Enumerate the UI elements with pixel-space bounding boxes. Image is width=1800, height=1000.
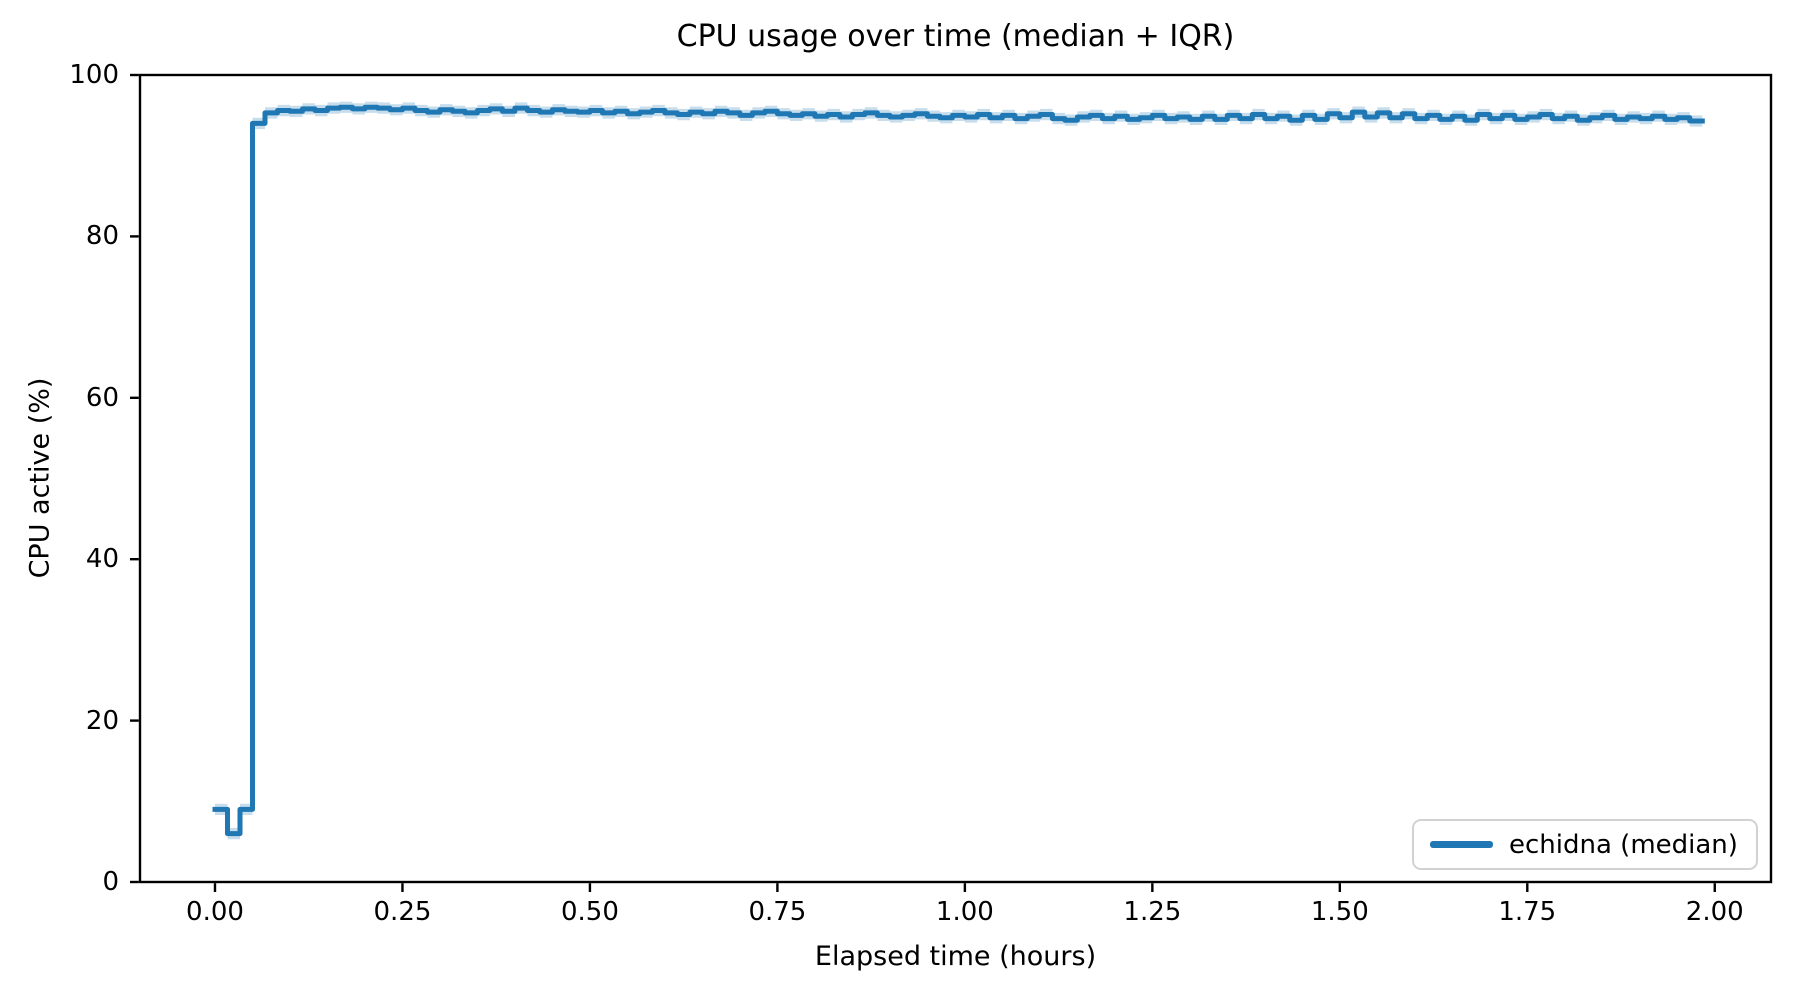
x-tick-label: 1.50	[1310, 897, 1369, 927]
x-axis-label: Elapsed time (hours)	[814, 941, 1097, 972]
iqr-band-area	[215, 101, 1703, 840]
median-line-path	[212, 104, 1705, 837]
y-tick-label: 60	[85, 382, 119, 413]
x-tick-label: 0.25	[373, 897, 432, 927]
chart-title: CPU usage over time (median + IQR)	[676, 19, 1235, 54]
y-tick-label: 80	[85, 221, 119, 252]
y-tick-label: 100	[69, 60, 119, 90]
x-tick-label: 1.00	[935, 897, 994, 927]
x-tick-label: 0.75	[748, 897, 807, 927]
x-tick-label: 0.00	[186, 897, 244, 927]
y-tick-label: 0	[102, 867, 119, 897]
x-tick-label: 0.50	[560, 897, 619, 927]
legend: echidna (median)	[1412, 819, 1758, 870]
y-tick-label: 20	[85, 705, 119, 736]
x-tick-label: 2.00	[1685, 897, 1744, 927]
x-tick-label: 1.25	[1123, 897, 1182, 927]
iqr-band	[215, 101, 1703, 840]
plot-spines	[138, 73, 1773, 884]
median-line	[212, 104, 1705, 837]
axis-ticks	[130, 73, 1716, 892]
legend-entry-label: echidna (median)	[1509, 829, 1738, 860]
legend-line-swatch	[1430, 841, 1493, 848]
x-tick-label: 1.75	[1498, 897, 1557, 927]
plot-border	[138, 73, 1773, 884]
y-tick-label: 40	[85, 544, 119, 575]
